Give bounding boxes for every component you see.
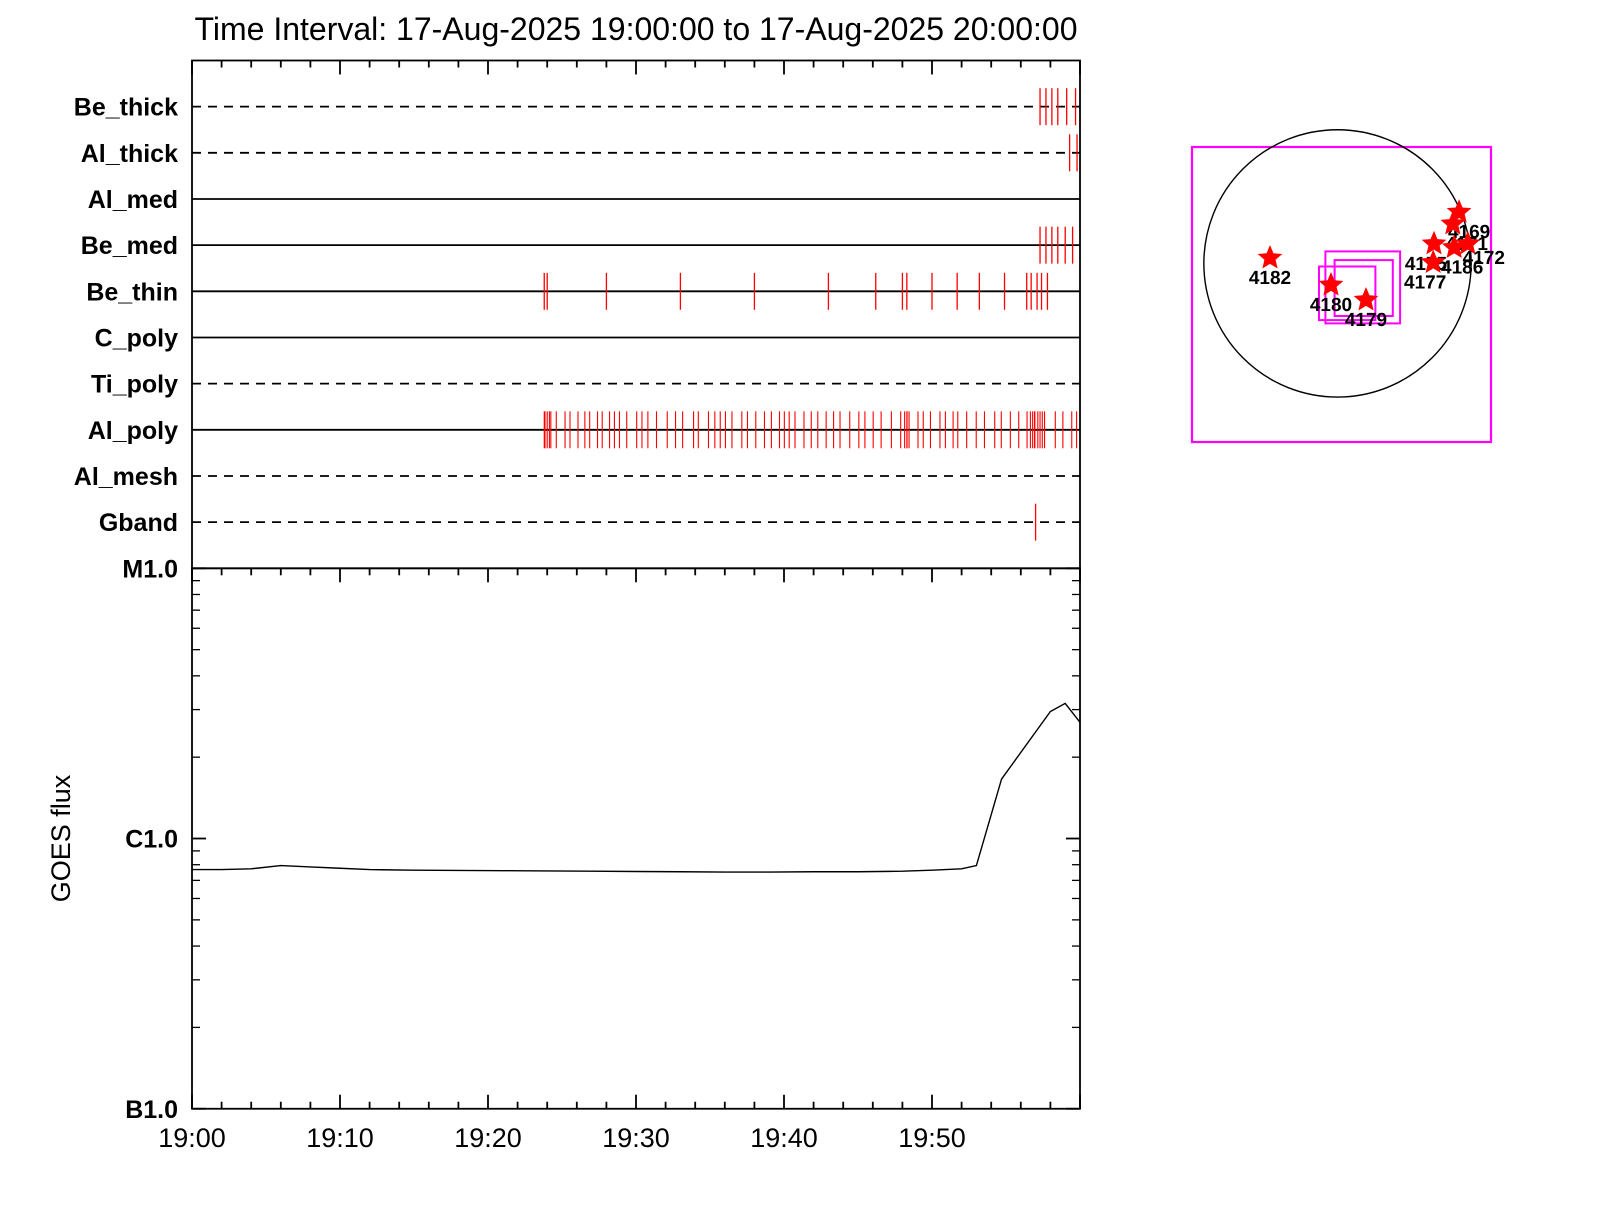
- svg-text:Gband: Gband: [99, 509, 178, 537]
- svg-text:Ti_poly: Ti_poly: [91, 371, 178, 399]
- svg-text:19:30: 19:30: [602, 1123, 670, 1153]
- svg-text:Al_thick: Al_thick: [81, 140, 178, 168]
- svg-text:Be_thin: Be_thin: [86, 278, 178, 306]
- svg-text:19:40: 19:40: [750, 1123, 818, 1153]
- svg-text:M1.0: M1.0: [122, 555, 178, 583]
- svg-text:19:10: 19:10: [306, 1123, 374, 1153]
- svg-text:19:00: 19:00: [158, 1123, 226, 1153]
- svg-text:19:20: 19:20: [454, 1123, 522, 1153]
- svg-text:19:50: 19:50: [898, 1123, 966, 1153]
- svg-text:Be_med: Be_med: [81, 232, 178, 260]
- svg-text:4182: 4182: [1249, 268, 1291, 289]
- svg-text:4186: 4186: [1441, 258, 1483, 279]
- svg-text:C1.0: C1.0: [125, 826, 178, 854]
- svg-text:Al_poly: Al_poly: [88, 417, 178, 445]
- svg-text:Al_med: Al_med: [88, 186, 178, 214]
- svg-text:4179: 4179: [1345, 310, 1387, 331]
- svg-text:GOES flux: GOES flux: [46, 774, 76, 902]
- svg-text:Time Interval: 17-Aug-2025 19:: Time Interval: 17-Aug-2025 19:00:00 to 1…: [195, 11, 1078, 47]
- svg-text:Be_thick: Be_thick: [74, 94, 178, 122]
- svg-text:C_poly: C_poly: [95, 324, 178, 352]
- svg-text:B1.0: B1.0: [125, 1096, 178, 1124]
- svg-text:4177: 4177: [1404, 273, 1446, 294]
- svg-text:Al_mesh: Al_mesh: [74, 463, 178, 491]
